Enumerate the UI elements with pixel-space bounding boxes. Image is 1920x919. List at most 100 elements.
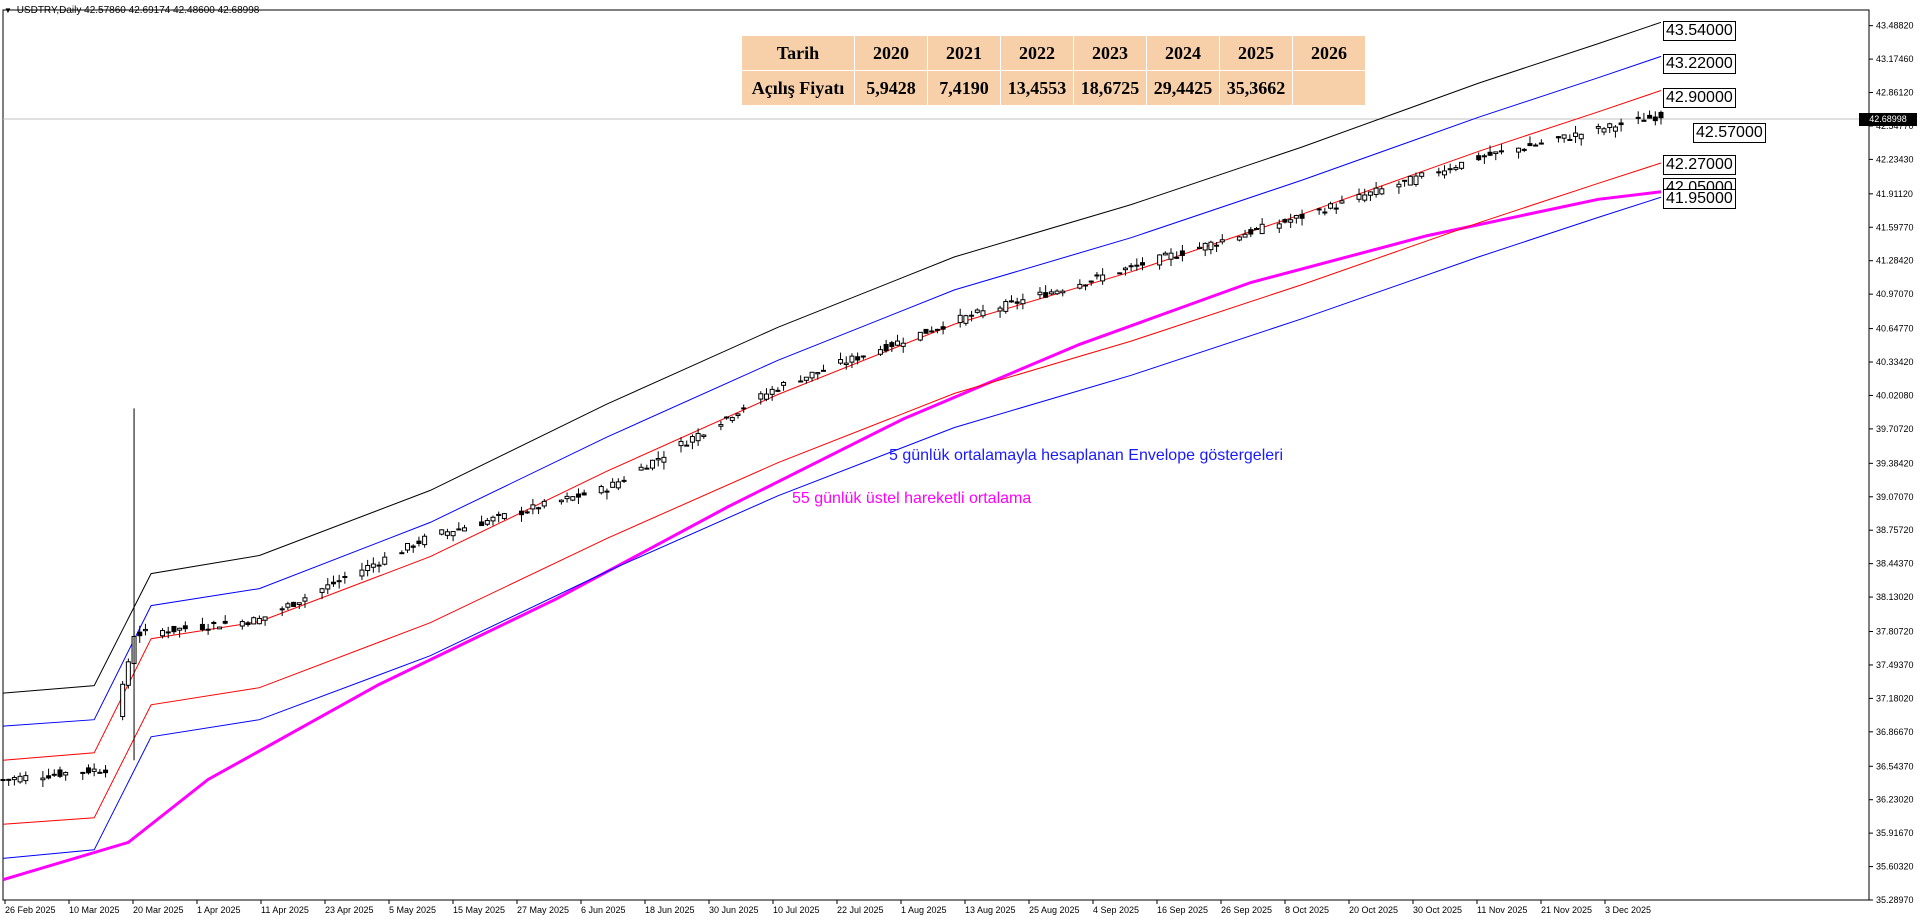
candle xyxy=(1174,251,1180,260)
candle xyxy=(199,617,205,632)
candle xyxy=(1436,167,1442,177)
candle xyxy=(325,578,331,595)
y-tick-label: 42.86120 xyxy=(1876,88,1914,98)
x-axis: 26 Feb 2025 10 Mar 2025 20 Mar 2025 1 Apr 2… xyxy=(4,900,1651,915)
candle xyxy=(137,625,143,643)
candle xyxy=(530,498,536,515)
symbol-title: USDTRY,Daily xyxy=(16,5,82,16)
candle xyxy=(1054,289,1060,296)
candle xyxy=(342,571,348,584)
candle xyxy=(222,615,228,625)
candle xyxy=(558,499,564,505)
level-label[interactable]: 42.57000 xyxy=(1693,123,1766,143)
y-tick-label: 36.23020 xyxy=(1876,795,1914,805)
candle xyxy=(462,524,468,532)
candle xyxy=(182,621,188,633)
candle xyxy=(1647,110,1653,119)
y-tick-label: 36.86670 xyxy=(1876,727,1914,737)
candle xyxy=(256,615,262,625)
candle xyxy=(245,621,251,627)
candle xyxy=(80,771,86,780)
candle xyxy=(1373,181,1379,198)
x-tick-label: 30 Jun 2025 xyxy=(709,905,759,915)
candle xyxy=(1288,213,1294,228)
candle xyxy=(1481,153,1487,164)
candle xyxy=(860,355,866,360)
candle xyxy=(1043,285,1049,299)
x-tick-label: 22 Jul 2025 xyxy=(837,905,884,915)
candle xyxy=(1402,179,1408,187)
ema-55-line xyxy=(2,190,1662,882)
candle xyxy=(1396,180,1402,194)
table-header-label: Tarih xyxy=(741,35,855,71)
candle xyxy=(650,459,656,471)
candle xyxy=(1214,241,1220,253)
candle xyxy=(291,601,297,607)
candle xyxy=(1459,161,1465,170)
ema-layer xyxy=(2,190,1662,882)
candle xyxy=(1607,122,1613,134)
table-value xyxy=(1292,70,1366,106)
candle xyxy=(1094,271,1100,280)
table-year: 2024 xyxy=(1146,35,1220,71)
level-label[interactable]: 41.95000 xyxy=(1663,189,1736,209)
candle xyxy=(1407,175,1413,186)
candle xyxy=(285,601,291,610)
x-tick-label: 11 Nov 2025 xyxy=(1477,905,1527,915)
candle xyxy=(1020,293,1026,310)
table-year: 2020 xyxy=(854,35,928,71)
candle xyxy=(541,498,547,509)
candle xyxy=(171,625,177,635)
candle xyxy=(1219,234,1225,245)
level-label[interactable]: 42.27000 xyxy=(1663,155,1736,175)
candle xyxy=(820,364,826,372)
y-tick-label: 38.75720 xyxy=(1876,525,1914,535)
candle xyxy=(302,593,308,608)
table-year: 2021 xyxy=(927,35,1001,71)
candle xyxy=(923,328,929,334)
candle xyxy=(684,440,690,447)
y-tick-label: 39.70720 xyxy=(1876,424,1914,434)
y-tick-label: 43.48820 xyxy=(1876,21,1914,31)
candle xyxy=(1658,110,1664,125)
candle xyxy=(604,488,610,500)
candle xyxy=(211,620,217,630)
candle xyxy=(91,763,97,777)
opening-price-table: Tarih 2020 2021 2022 2023 2024 2025 2026… xyxy=(741,35,1366,106)
level-label[interactable]: 43.54000 xyxy=(1663,21,1736,41)
candle xyxy=(1635,111,1641,125)
candle xyxy=(376,561,382,573)
candle xyxy=(501,512,507,521)
candle xyxy=(1236,236,1242,242)
candle xyxy=(239,619,245,630)
menu-triangle-icon: ▼ xyxy=(4,6,12,15)
candle xyxy=(877,345,883,357)
candle xyxy=(969,310,975,322)
y-tick-label: 40.97070 xyxy=(1876,289,1914,299)
y-tick-label: 38.13020 xyxy=(1876,592,1914,602)
candle xyxy=(1083,284,1089,291)
candle xyxy=(330,575,336,587)
candle xyxy=(695,428,701,446)
x-tick-label: 10 Jul 2025 xyxy=(773,905,820,915)
candle xyxy=(1538,139,1544,145)
candle xyxy=(689,434,695,450)
candle xyxy=(416,536,422,547)
candle xyxy=(1248,226,1254,238)
candle xyxy=(1259,218,1265,235)
candle xyxy=(251,616,257,625)
candle xyxy=(484,517,490,526)
candle xyxy=(1516,147,1522,159)
candle xyxy=(1595,123,1601,135)
y-tick-label: 41.28420 xyxy=(1876,256,1914,266)
level-label[interactable]: 42.90000 xyxy=(1663,88,1736,108)
candle xyxy=(518,506,524,522)
level-label[interactable]: 43.22000 xyxy=(1663,54,1736,74)
table-row-label: Açılış Fiyatı xyxy=(741,70,855,106)
candle xyxy=(17,772,23,784)
candle xyxy=(1555,135,1561,143)
candle xyxy=(1419,172,1425,179)
x-tick-label: 20 Mar 2025 xyxy=(133,905,184,915)
candle xyxy=(1441,165,1447,179)
